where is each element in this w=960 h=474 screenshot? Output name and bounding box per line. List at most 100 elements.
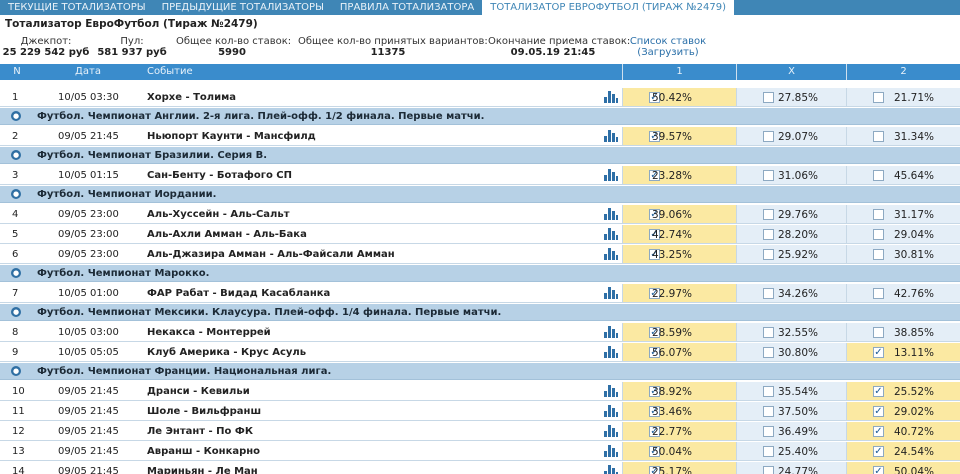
outcome-checkbox[interactable] (763, 406, 774, 417)
bar-chart-icon[interactable] (604, 287, 618, 299)
bar-chart-icon[interactable] (604, 248, 618, 260)
tournament-group-header[interactable]: ● Футбол. Чемпионат Англии. 2-я лига. Пл… (0, 108, 960, 125)
outcome-checkbox[interactable] (873, 386, 884, 397)
odds-cell-ox[interactable]: 25.40% (736, 442, 846, 460)
outcome-checkbox[interactable] (649, 249, 660, 260)
outcome-checkbox[interactable] (873, 229, 884, 240)
outcome-checkbox[interactable] (649, 347, 660, 358)
outcome-checkbox[interactable] (873, 131, 884, 142)
outcome-checkbox[interactable] (873, 92, 884, 103)
odds-cell-ox[interactable]: 35.54% (736, 382, 846, 400)
bar-chart-icon[interactable] (604, 91, 618, 103)
odds-cell-o2[interactable]: 30.81% (846, 245, 960, 263)
odds-cell-o1[interactable]: 42.74% (622, 225, 736, 243)
tab-current[interactable]: ТЕКУЩИЕ ТОТАЛИЗАТОРЫ (8, 2, 146, 13)
bar-chart-icon[interactable] (604, 465, 618, 474)
outcome-checkbox[interactable] (873, 170, 884, 181)
outcome-checkbox[interactable] (649, 92, 660, 103)
outcome-checkbox[interactable] (763, 347, 774, 358)
odds-cell-o2[interactable]: 13.11% (846, 343, 960, 361)
odds-cell-o2[interactable]: 21.71% (846, 88, 960, 106)
odds-cell-ox[interactable]: 31.06% (736, 166, 846, 184)
outcome-checkbox[interactable] (763, 131, 774, 142)
odds-cell-o1[interactable]: 43.25% (622, 245, 736, 263)
outcome-checkbox[interactable] (763, 386, 774, 397)
outcome-checkbox[interactable] (763, 446, 774, 457)
bar-chart-icon[interactable] (604, 326, 618, 338)
outcome-checkbox[interactable] (649, 406, 660, 417)
outcome-checkbox[interactable] (649, 466, 660, 474)
outcome-checkbox[interactable] (763, 170, 774, 181)
odds-cell-ox[interactable]: 32.55% (736, 323, 846, 341)
bet-list-load[interactable]: (Загрузить) (637, 47, 699, 58)
odds-cell-o2[interactable]: 45.64% (846, 166, 960, 184)
odds-cell-ox[interactable]: 34.26% (736, 284, 846, 302)
expand-icon[interactable]: ● (11, 366, 21, 376)
bet-list-link[interactable]: Список ставок (Загрузить) (626, 36, 710, 60)
outcome-checkbox[interactable] (763, 426, 774, 437)
odds-cell-o1[interactable]: 22.77% (622, 422, 736, 440)
outcome-checkbox[interactable] (649, 229, 660, 240)
bet-list-label[interactable]: Список ставок (629, 36, 707, 47)
outcome-checkbox[interactable] (763, 466, 774, 474)
outcome-checkbox[interactable] (873, 347, 884, 358)
odds-cell-o1[interactable]: 50.42% (622, 88, 736, 106)
tournament-group-header[interactable]: ● Футбол. Чемпионат Мексики. Клаусура. П… (0, 304, 960, 321)
expand-icon[interactable]: ● (11, 111, 21, 121)
outcome-checkbox[interactable] (649, 426, 660, 437)
outcome-checkbox[interactable] (649, 209, 660, 220)
odds-cell-o1[interactable]: 39.06% (622, 205, 736, 223)
outcome-checkbox[interactable] (763, 288, 774, 299)
odds-cell-o2[interactable]: 25.52% (846, 382, 960, 400)
odds-cell-o1[interactable]: 39.57% (622, 127, 736, 145)
outcome-checkbox[interactable] (649, 131, 660, 142)
outcome-checkbox[interactable] (649, 327, 660, 338)
odds-cell-ox[interactable]: 30.80% (736, 343, 846, 361)
odds-cell-ox[interactable]: 27.85% (736, 88, 846, 106)
bar-chart-icon[interactable] (604, 208, 618, 220)
odds-cell-o1[interactable]: 56.07% (622, 343, 736, 361)
odds-cell-o2[interactable]: 42.76% (846, 284, 960, 302)
odds-cell-ox[interactable]: 29.07% (736, 127, 846, 145)
tab-previous[interactable]: ПРЕДЫДУЩИЕ ТОТАЛИЗАТОРЫ (161, 2, 324, 13)
outcome-checkbox[interactable] (649, 446, 660, 457)
odds-cell-o2[interactable]: 24.54% (846, 442, 960, 460)
odds-cell-o1[interactable]: 38.92% (622, 382, 736, 400)
outcome-checkbox[interactable] (763, 249, 774, 260)
bar-chart-icon[interactable] (604, 445, 618, 457)
bar-chart-icon[interactable] (604, 346, 618, 358)
bar-chart-icon[interactable] (604, 425, 618, 437)
odds-cell-ox[interactable]: 28.20% (736, 225, 846, 243)
tournament-group-header[interactable]: ● Футбол. Чемпионат Франции. Национальна… (0, 363, 960, 380)
expand-icon[interactable]: ● (11, 307, 21, 317)
odds-cell-o1[interactable]: 22.97% (622, 284, 736, 302)
odds-cell-o2[interactable]: 38.85% (846, 323, 960, 341)
tab-rules[interactable]: ПРАВИЛА ТОТАЛИЗАТОРА (339, 2, 475, 13)
outcome-checkbox[interactable] (873, 406, 884, 417)
outcome-checkbox[interactable] (873, 209, 884, 220)
odds-cell-ox[interactable]: 24.77% (736, 462, 846, 474)
odds-cell-o1[interactable]: 33.46% (622, 402, 736, 420)
outcome-checkbox[interactable] (649, 288, 660, 299)
odds-cell-o2[interactable]: 50.04% (846, 462, 960, 474)
bar-chart-icon[interactable] (604, 385, 618, 397)
odds-cell-o1[interactable]: 28.59% (622, 323, 736, 341)
odds-cell-o2[interactable]: 31.34% (846, 127, 960, 145)
outcome-checkbox[interactable] (763, 327, 774, 338)
tab-eurofootball[interactable]: ТОТАЛИЗАТОР ЕВРОФУТБОЛ (ТИРАЖ №2479) (482, 0, 734, 15)
outcome-checkbox[interactable] (873, 327, 884, 338)
tournament-group-header[interactable]: ● Футбол. Чемпионат Иордании. (0, 186, 960, 203)
odds-cell-o2[interactable]: 29.02% (846, 402, 960, 420)
odds-cell-ox[interactable]: 36.49% (736, 422, 846, 440)
outcome-checkbox[interactable] (763, 229, 774, 240)
odds-cell-o2[interactable]: 40.72% (846, 422, 960, 440)
bar-chart-icon[interactable] (604, 405, 618, 417)
outcome-checkbox[interactable] (873, 466, 884, 474)
tournament-group-header[interactable]: ● Футбол. Чемпионат Бразилии. Серия B. (0, 147, 960, 164)
odds-cell-ox[interactable]: 29.76% (736, 205, 846, 223)
odds-cell-ox[interactable]: 25.92% (736, 245, 846, 263)
outcome-checkbox[interactable] (873, 446, 884, 457)
tournament-group-header[interactable]: ● Футбол. Чемпионат Марокко. (0, 265, 960, 282)
bar-chart-icon[interactable] (604, 130, 618, 142)
odds-cell-o1[interactable]: 23.28% (622, 166, 736, 184)
